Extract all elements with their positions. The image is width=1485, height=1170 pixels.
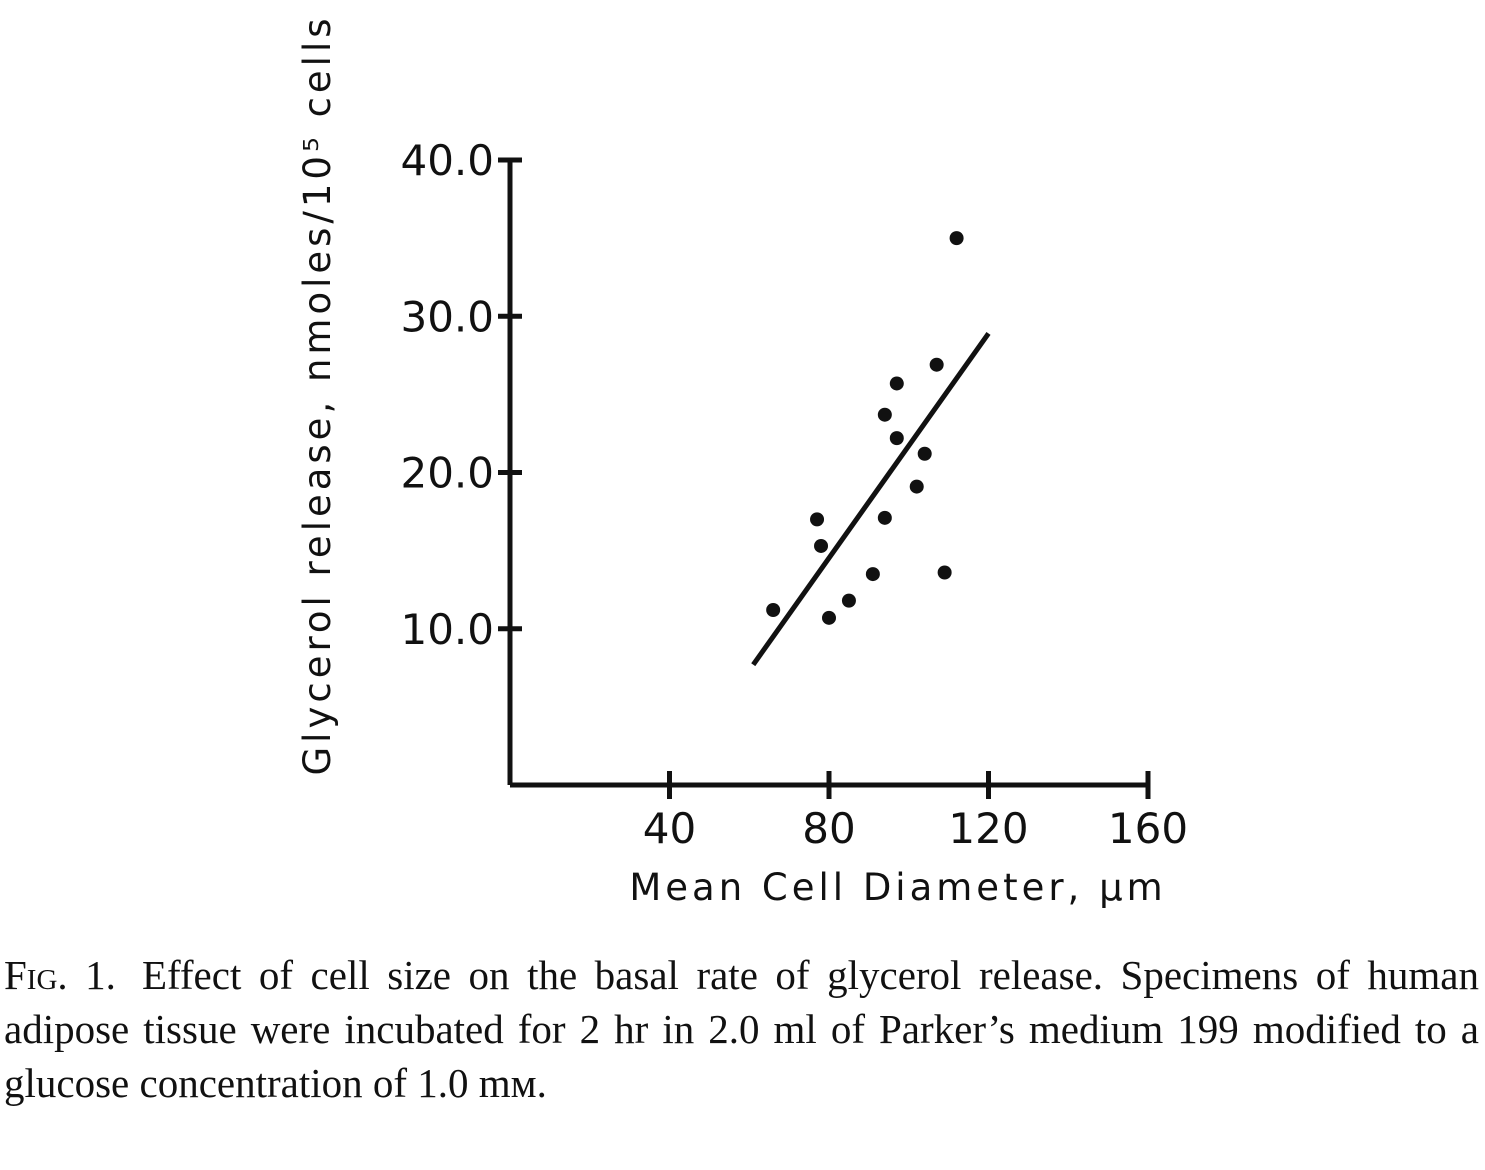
data-point — [889, 376, 904, 391]
data-point — [909, 479, 924, 494]
regression-line — [751, 331, 991, 667]
y-tick-label: 10.0 — [400, 605, 494, 654]
data-point — [814, 538, 829, 553]
data-points — [766, 231, 964, 625]
x-tick-label: 40 — [643, 804, 696, 853]
data-point — [917, 446, 932, 461]
y-axis-label: Glycerol release, nmoles/10⁵ cells — [296, 14, 339, 775]
y-tick-label: 30.0 — [400, 292, 494, 341]
data-point — [929, 357, 944, 372]
data-point — [877, 407, 892, 422]
data-point — [877, 510, 892, 525]
data-point — [889, 431, 904, 446]
scatter-chart: 40 80 120 160 10.0 20.0 30.0 40.0 Mean Cell Dia… — [296, 14, 1188, 909]
data-point — [810, 512, 825, 527]
fit-line-group — [751, 331, 991, 667]
caption-text: Effect of cell size on the basal rate of… — [4, 952, 1479, 1106]
data-point — [865, 567, 880, 582]
x-tick-label: 160 — [1108, 804, 1188, 853]
x-tick-label: 80 — [802, 804, 855, 853]
data-point — [822, 610, 836, 625]
y-tick-label: 40.0 — [400, 136, 494, 185]
data-point — [937, 565, 952, 580]
y-tick-label: 20.0 — [400, 449, 494, 498]
data-point — [841, 593, 856, 608]
figure-caption: Fig. 1. Effect of cell size on the basal … — [4, 948, 1479, 1110]
axes — [507, 160, 1148, 788]
x-axis-label: Mean Cell Diameter, µm — [629, 866, 1166, 909]
data-point — [766, 603, 781, 617]
figure-label: Fig. 1. — [4, 952, 116, 998]
ticks: 40 80 120 160 10.0 20.0 30.0 40.0 — [400, 136, 1188, 853]
x-tick-label: 120 — [948, 804, 1028, 853]
data-point — [949, 231, 964, 246]
